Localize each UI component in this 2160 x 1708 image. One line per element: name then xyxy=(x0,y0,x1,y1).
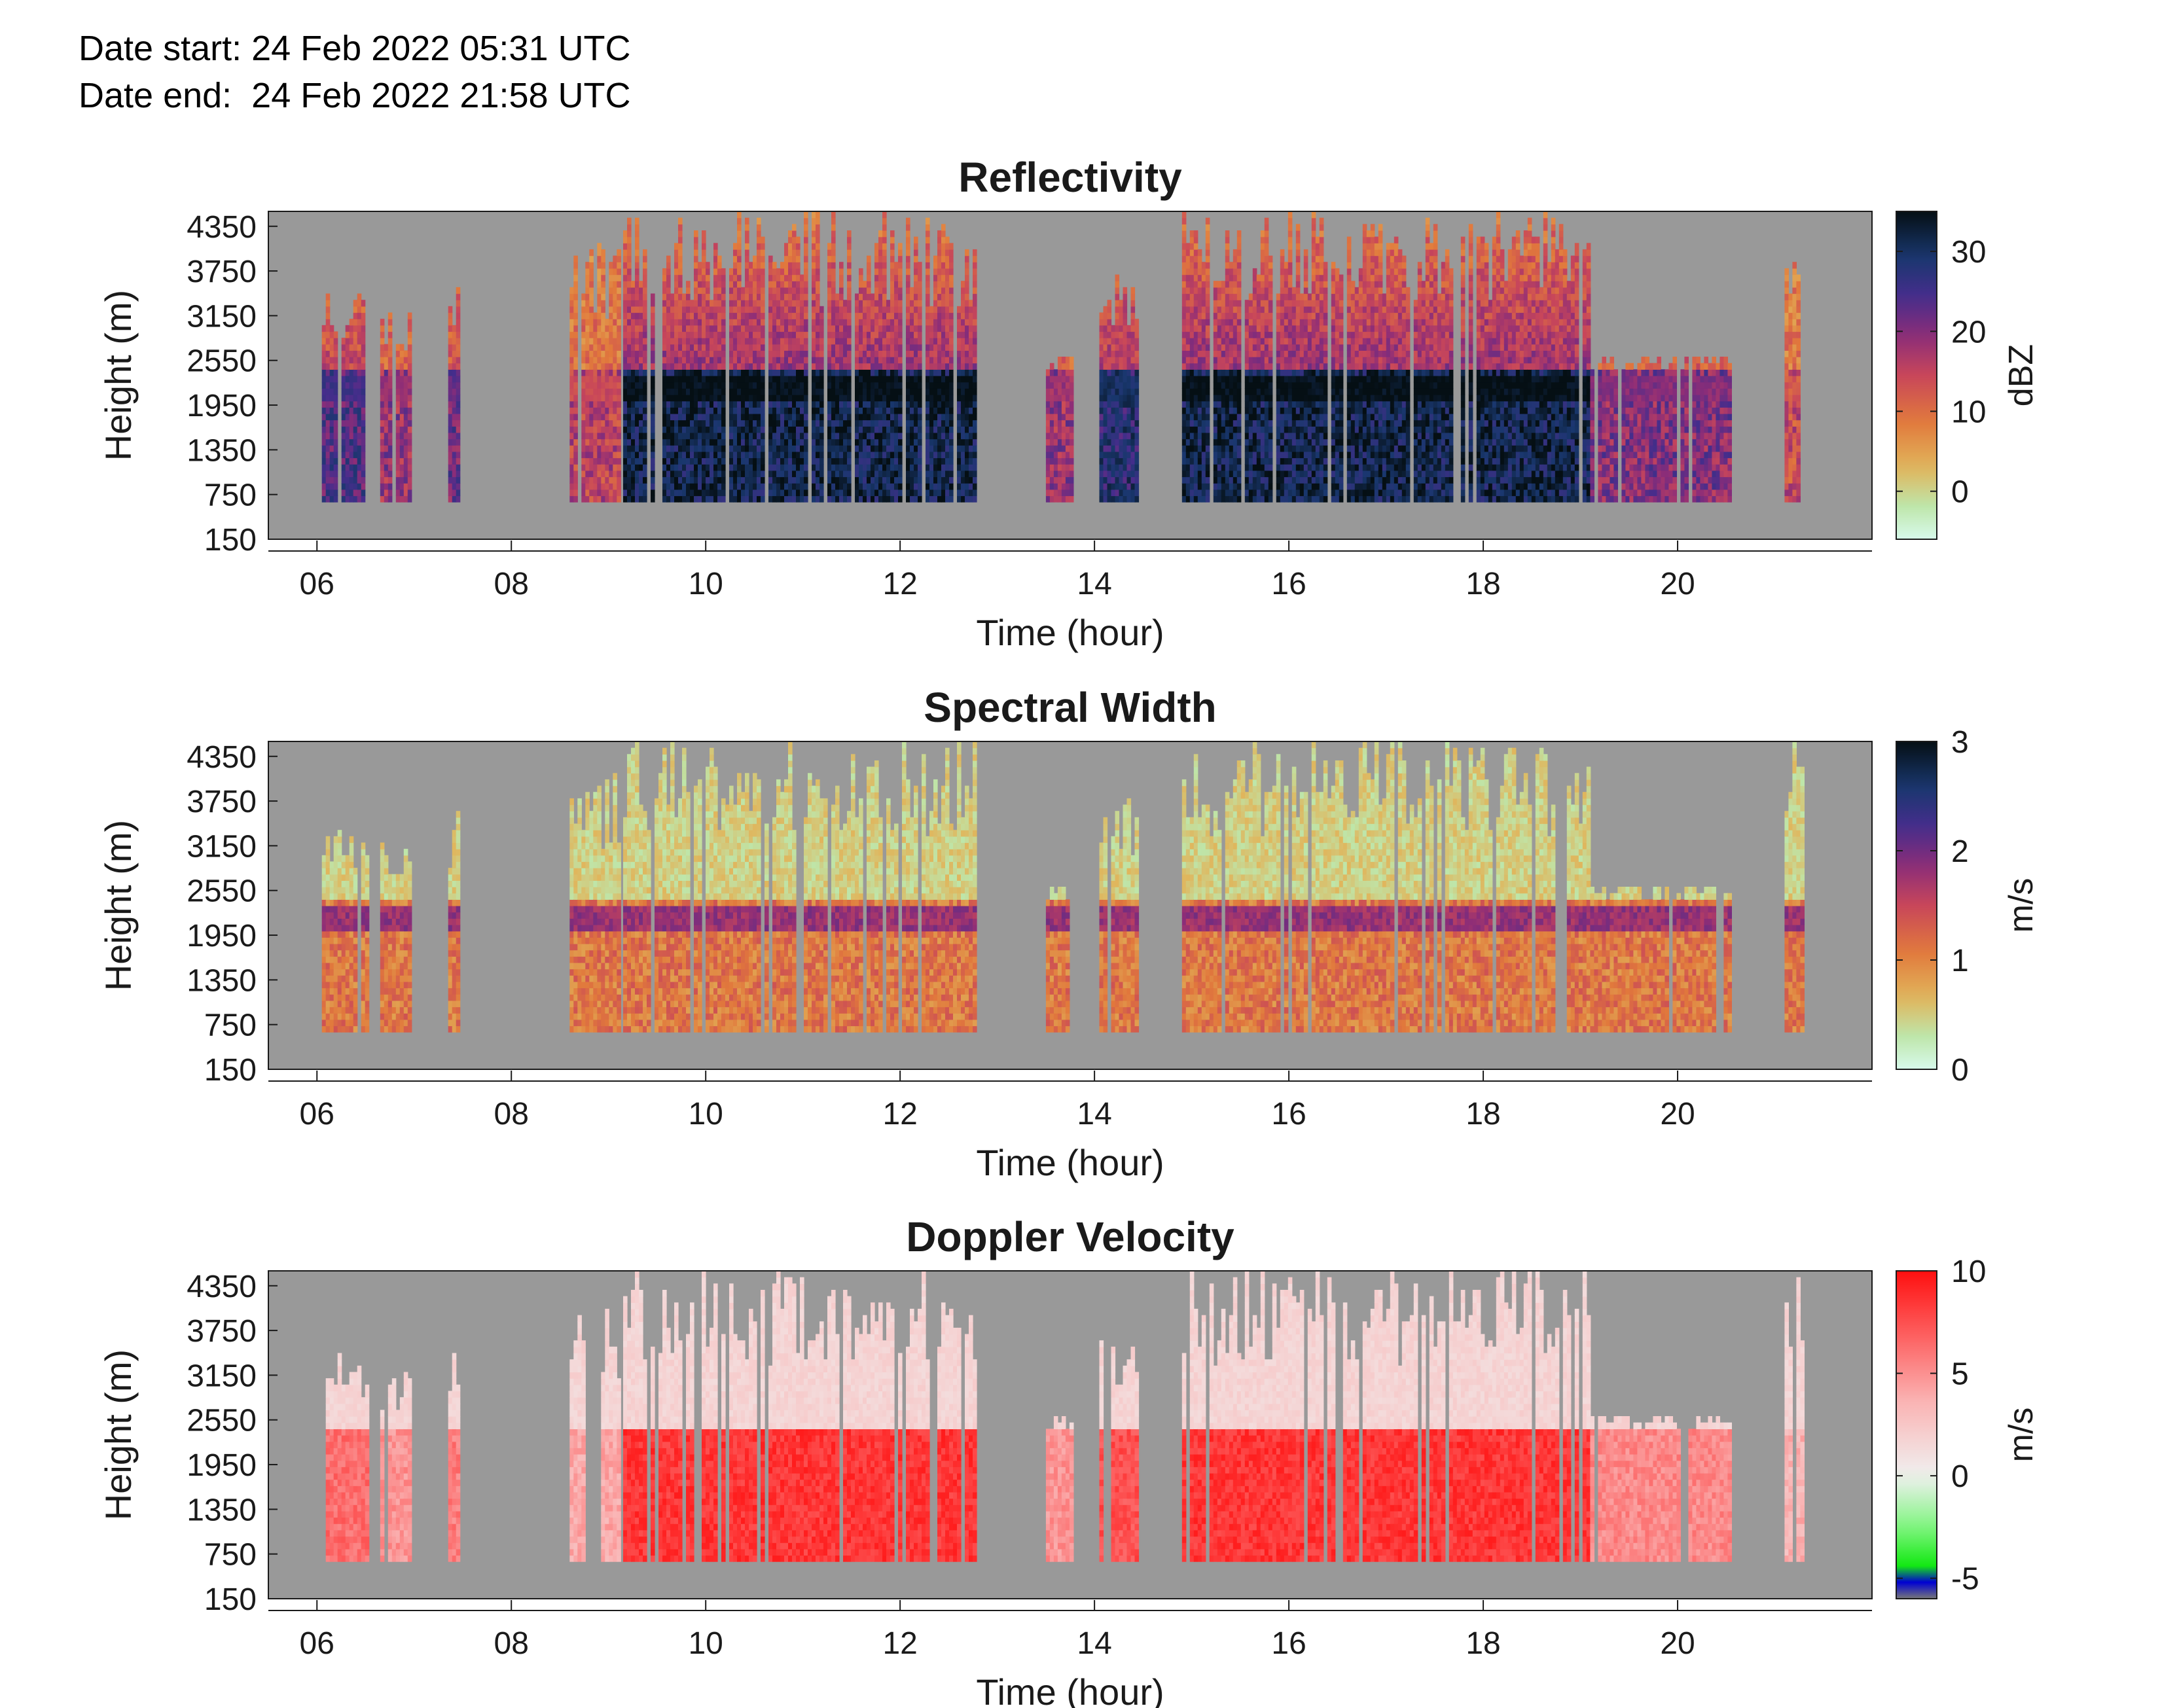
y-tick-label: 750 xyxy=(204,1538,257,1573)
colorbar-label: m/s xyxy=(2002,878,2040,933)
y-tick-label: 1950 xyxy=(187,389,257,423)
y-tick-label: 3150 xyxy=(187,1359,257,1393)
y-tick-label: 4350 xyxy=(187,210,257,245)
y-tick-label: 750 xyxy=(204,1008,257,1043)
colorbar-tick-label: 10 xyxy=(1951,1254,1986,1289)
panel-1: Reflectivity 150 750 1350 1950 2550 3150 3750 43… xyxy=(98,154,2040,653)
x-tick-label: 18 xyxy=(1466,1097,1500,1131)
colorbar-tick-label: 5 xyxy=(1951,1357,1969,1392)
colorbar xyxy=(1896,1271,1937,1599)
y-axis-label: Height (m) xyxy=(98,290,139,461)
x-tick-label: 20 xyxy=(1660,1626,1695,1661)
x-tick-label: 16 xyxy=(1271,567,1306,601)
colorbar-tick-label: 0 xyxy=(1951,475,1969,510)
y-tick-label: 3750 xyxy=(187,785,257,819)
y-tick-label: 2550 xyxy=(187,1404,257,1438)
y-tick-label: 4350 xyxy=(187,740,257,775)
x-tick-label: 14 xyxy=(1077,1097,1111,1131)
x-tick-label: 10 xyxy=(688,1626,723,1661)
x-tick-label: 14 xyxy=(1077,1626,1111,1661)
radar-figure: Reflectivity1507501350195025503150375043… xyxy=(0,0,2160,1708)
y-tick-label: 3750 xyxy=(187,1314,257,1349)
x-tick-label: 18 xyxy=(1466,567,1500,601)
x-axis-label: Time (hour) xyxy=(976,1142,1164,1183)
y-tick-label: 4350 xyxy=(187,1270,257,1304)
colorbar xyxy=(1896,741,1937,1069)
colorbar-tick-label: -5 xyxy=(1951,1562,1979,1597)
colorbar-tick-label: 3 xyxy=(1951,725,1969,760)
x-tick-label: 14 xyxy=(1077,567,1111,601)
y-tick-label: 750 xyxy=(204,478,257,513)
colorbar-tick-label: 0 xyxy=(1951,1459,1969,1494)
x-tick-label: 06 xyxy=(300,1626,334,1661)
colorbar-tick-label: 2 xyxy=(1951,834,1969,869)
colorbar-tick-label: 10 xyxy=(1951,395,1986,429)
panel-title: Doppler Velocity xyxy=(906,1213,1234,1260)
y-axis-label: Height (m) xyxy=(98,820,139,991)
x-tick-label: 12 xyxy=(882,1097,917,1131)
x-tick-label: 10 xyxy=(688,1097,723,1131)
y-axis-label: Height (m) xyxy=(98,1349,139,1520)
y-tick-label: 150 xyxy=(204,523,257,558)
y-tick-label: 1350 xyxy=(187,1493,257,1527)
colorbar xyxy=(1896,211,1937,539)
x-tick-label: 20 xyxy=(1660,567,1695,601)
x-axis-label: Time (hour) xyxy=(976,612,1164,653)
y-tick-label: 150 xyxy=(204,1582,257,1617)
x-tick-label: 08 xyxy=(494,1626,529,1661)
x-tick-label: 20 xyxy=(1660,1097,1695,1131)
y-tick-label: 1350 xyxy=(187,963,257,998)
panel-2: Spectral Width 150 750 1350 1950 2550 3150 3750… xyxy=(98,684,2040,1183)
x-tick-label: 16 xyxy=(1271,1626,1306,1661)
x-tick-label: 18 xyxy=(1466,1626,1500,1661)
x-tick-label: 12 xyxy=(882,567,917,601)
y-tick-label: 3150 xyxy=(187,299,257,334)
panel-title: Reflectivity xyxy=(958,154,1182,201)
y-tick-label: 150 xyxy=(204,1053,257,1088)
y-tick-label: 2550 xyxy=(187,874,257,909)
panel-3: Doppler Velocity 150 750 1350 1950 2550 3150 37… xyxy=(98,1213,2040,1708)
x-tick-label: 10 xyxy=(688,567,723,601)
y-tick-label: 1950 xyxy=(187,1448,257,1483)
x-tick-label: 08 xyxy=(494,1097,529,1131)
y-tick-label: 1950 xyxy=(187,919,257,953)
colorbar-label: dBZ xyxy=(2002,344,2040,406)
colorbar-label: m/s xyxy=(2002,1408,2040,1463)
colorbar-tick-label: 1 xyxy=(1951,944,1969,978)
x-tick-label: 12 xyxy=(882,1626,917,1661)
y-tick-label: 2550 xyxy=(187,344,257,379)
colorbar-tick-label: 0 xyxy=(1951,1053,1969,1088)
x-tick-label: 06 xyxy=(300,567,334,601)
colorbar-tick-label: 20 xyxy=(1951,315,1986,349)
y-tick-label: 3150 xyxy=(187,829,257,864)
y-tick-label: 3750 xyxy=(187,255,257,289)
x-tick-label: 08 xyxy=(494,567,529,601)
y-tick-label: 1350 xyxy=(187,433,257,468)
x-tick-label: 06 xyxy=(300,1097,334,1131)
colorbar-tick-label: 30 xyxy=(1951,235,1986,270)
x-tick-label: 16 xyxy=(1271,1097,1306,1131)
panel-title: Spectral Width xyxy=(924,684,1216,731)
x-axis-label: Time (hour) xyxy=(976,1671,1164,1708)
